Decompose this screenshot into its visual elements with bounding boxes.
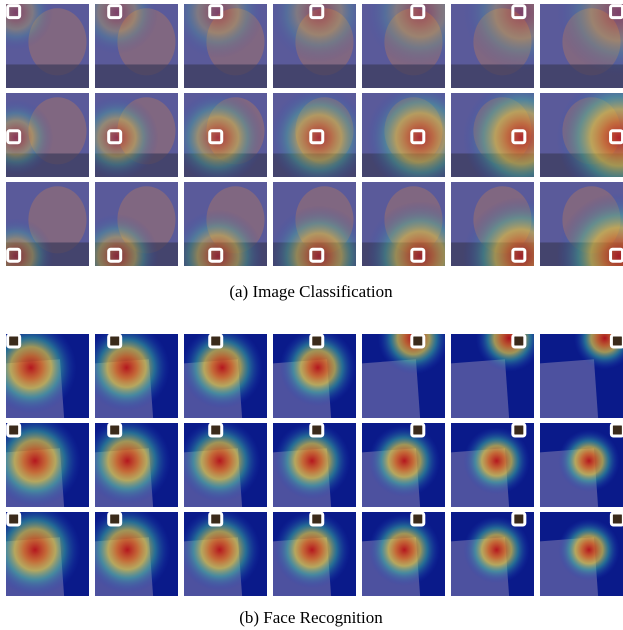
image-tile bbox=[6, 334, 89, 418]
image-tile bbox=[362, 182, 445, 266]
occlusion-marker bbox=[513, 424, 525, 436]
image-tile bbox=[540, 93, 623, 177]
image-tile bbox=[451, 423, 534, 507]
image-tile bbox=[273, 423, 356, 507]
heatmap bbox=[184, 4, 267, 88]
occlusion-marker bbox=[611, 424, 623, 436]
image-tile bbox=[6, 512, 89, 596]
image-tile bbox=[6, 423, 89, 507]
heatmap bbox=[362, 512, 445, 596]
image-tile bbox=[451, 334, 534, 418]
occlusion-marker bbox=[513, 335, 525, 347]
occlusion-marker bbox=[210, 513, 222, 525]
image-tile bbox=[184, 334, 267, 418]
image-tile bbox=[451, 4, 534, 88]
occlusion-marker bbox=[611, 513, 623, 525]
figure: (a) Image Classification (b) Face Recogn… bbox=[0, 0, 623, 630]
heatmap bbox=[184, 423, 267, 507]
image-tile bbox=[184, 4, 267, 88]
image-tile bbox=[451, 182, 534, 266]
occlusion-marker bbox=[611, 335, 623, 347]
occlusion-marker bbox=[311, 424, 323, 436]
image-tile bbox=[540, 4, 623, 88]
heatmap bbox=[362, 423, 445, 507]
image-tile bbox=[540, 512, 623, 596]
heatmap bbox=[362, 4, 445, 88]
image-tile bbox=[362, 4, 445, 88]
image-tile bbox=[451, 93, 534, 177]
occlusion-marker bbox=[210, 335, 222, 347]
image-tile bbox=[95, 182, 178, 266]
page: (a) Image Classification (b) Face Recogn… bbox=[0, 0, 623, 630]
caption: (b) Face Recognition bbox=[239, 608, 383, 627]
occlusion-marker bbox=[311, 513, 323, 525]
occlusion-marker bbox=[8, 513, 20, 525]
heatmap bbox=[362, 334, 445, 418]
image-tile bbox=[273, 334, 356, 418]
image-tile bbox=[95, 423, 178, 507]
image-tile bbox=[362, 512, 445, 596]
occlusion-marker bbox=[109, 335, 121, 347]
occlusion-marker bbox=[8, 424, 20, 436]
image-tile bbox=[6, 182, 89, 266]
occlusion-marker bbox=[412, 424, 424, 436]
heatmap bbox=[451, 182, 534, 266]
occlusion-marker bbox=[311, 335, 323, 347]
heatmap bbox=[273, 93, 356, 177]
image-tile bbox=[6, 4, 89, 88]
occlusion-marker bbox=[513, 513, 525, 525]
occlusion-marker bbox=[8, 335, 20, 347]
image-tile bbox=[184, 182, 267, 266]
image-tile bbox=[540, 334, 623, 418]
image-tile bbox=[540, 182, 623, 266]
image-tile bbox=[362, 423, 445, 507]
image-tile bbox=[451, 512, 534, 596]
image-tile bbox=[95, 4, 178, 88]
image-tile bbox=[6, 93, 89, 177]
image-tile bbox=[95, 93, 178, 177]
image-tile bbox=[184, 423, 267, 507]
heatmap bbox=[451, 93, 534, 177]
occlusion-marker bbox=[412, 513, 424, 525]
image-tile bbox=[95, 512, 178, 596]
heatmap bbox=[184, 334, 267, 418]
heatmap bbox=[362, 93, 445, 177]
caption: (a) Image Classification bbox=[229, 282, 393, 301]
image-tile bbox=[362, 334, 445, 418]
heatmap bbox=[184, 512, 267, 596]
image-tile bbox=[362, 93, 445, 177]
image-tile bbox=[273, 512, 356, 596]
image-tile bbox=[95, 334, 178, 418]
occlusion-marker bbox=[109, 424, 121, 436]
occlusion-marker bbox=[109, 513, 121, 525]
heatmap bbox=[273, 182, 356, 266]
image-tile bbox=[273, 182, 356, 266]
image-tile bbox=[184, 512, 267, 596]
image-tile bbox=[540, 423, 623, 507]
image-tile bbox=[273, 4, 356, 88]
heatmap bbox=[184, 182, 267, 266]
occlusion-marker bbox=[412, 335, 424, 347]
heatmap bbox=[362, 182, 445, 266]
image-tile bbox=[273, 93, 356, 177]
image-tile bbox=[184, 93, 267, 177]
occlusion-marker bbox=[210, 424, 222, 436]
heatmap bbox=[184, 93, 267, 177]
